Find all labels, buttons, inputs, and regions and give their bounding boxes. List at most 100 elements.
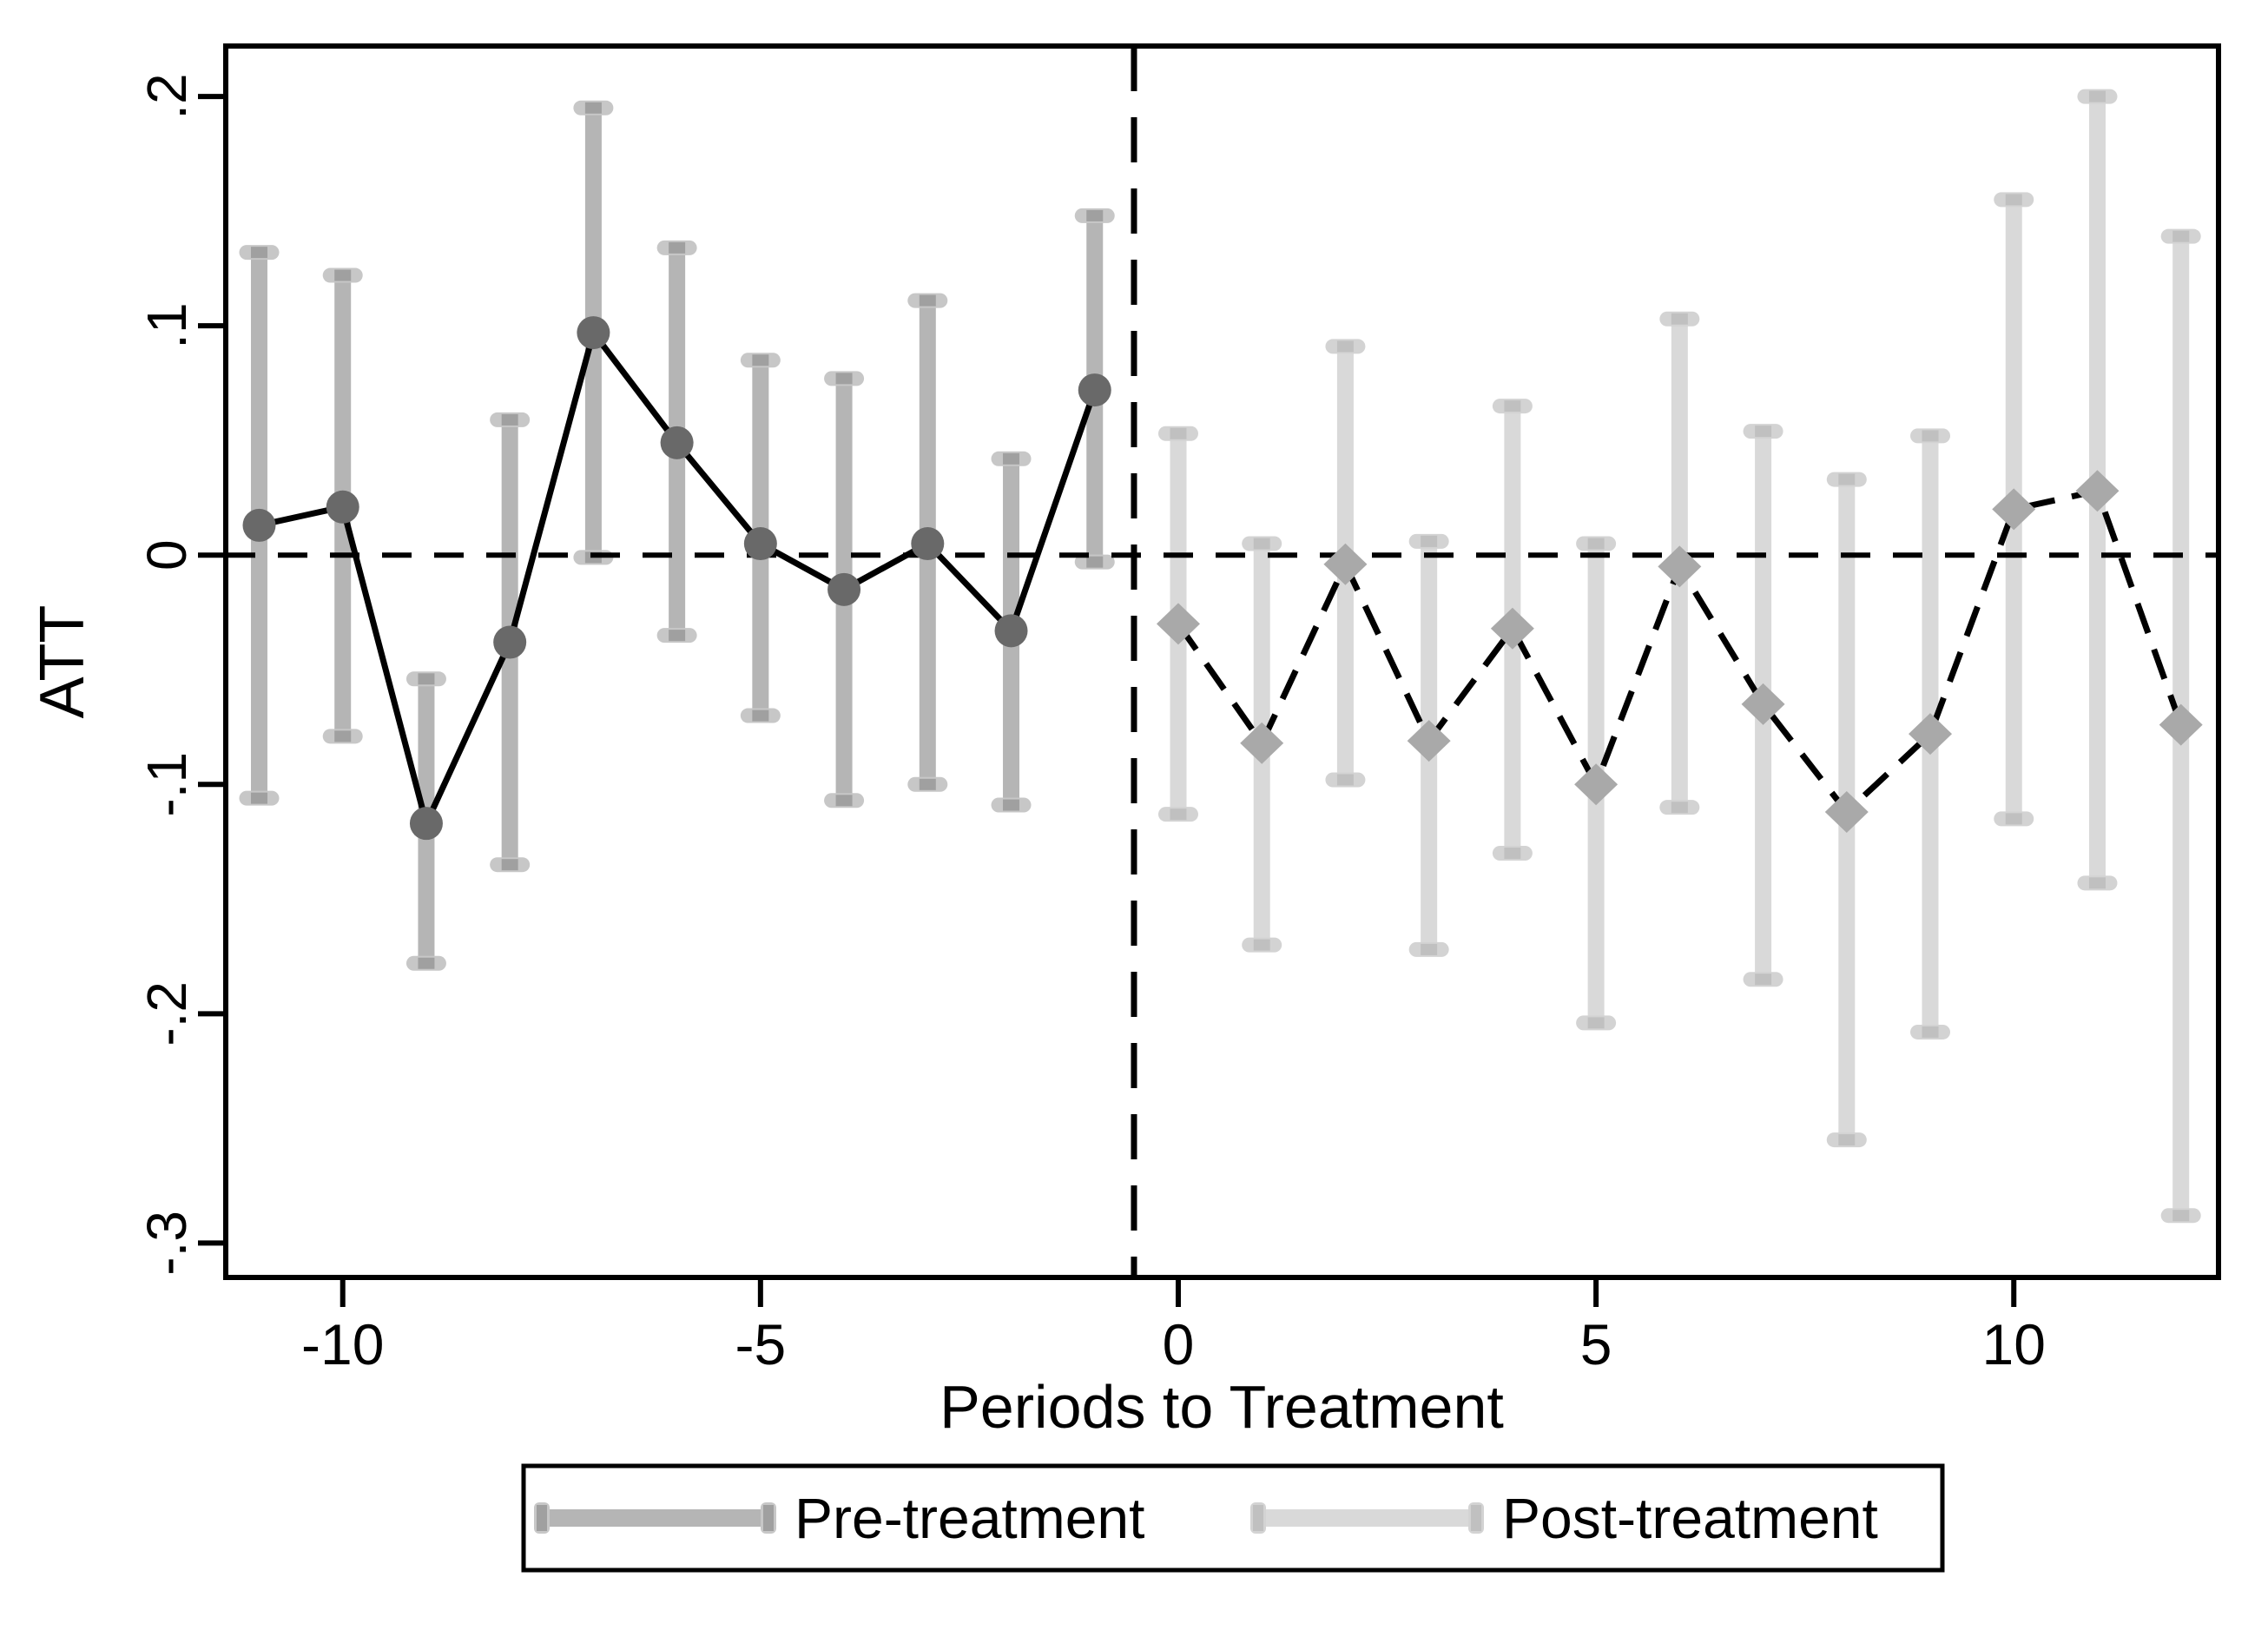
y-tick-label: -.3	[135, 1211, 198, 1276]
pre-treatment-marker	[409, 807, 443, 841]
legend-glyph-cap-core	[1253, 1505, 1263, 1531]
legend-glyph-bar	[1258, 1509, 1476, 1527]
pre-treatment-marker	[493, 625, 527, 659]
ci-cap-core	[1504, 847, 1521, 859]
ci-cap-core	[1003, 799, 1020, 811]
ci-cap-core	[1587, 538, 1605, 550]
pre-treatment-marker	[660, 426, 694, 459]
legend-glyph-cap-core	[1471, 1505, 1481, 1531]
x-tick-label: 10	[1982, 1312, 2046, 1376]
ci-cap-core	[1253, 939, 1270, 951]
pre-treatment-marker	[1078, 373, 1111, 407]
ci-cap-core	[334, 269, 352, 281]
y-tick-label: .1	[135, 302, 198, 348]
ci-cap-core	[418, 957, 435, 969]
ci-cap-core	[501, 859, 518, 871]
ci-cap-core	[1755, 974, 1772, 986]
pre-treatment-marker	[326, 490, 359, 524]
pre-treatment-marker	[827, 572, 861, 606]
post-treatment-marker	[1574, 763, 1619, 806]
pre-treatment-marker	[242, 508, 276, 542]
ci-cap-core	[1587, 1017, 1605, 1029]
ci-cap-core	[501, 413, 518, 426]
ci-cap-core	[1922, 1026, 1939, 1038]
ci-cap-core	[2088, 90, 2106, 102]
ci-cap-core	[334, 730, 352, 742]
ci-cap-core	[418, 673, 435, 685]
ci-cap-core	[835, 373, 853, 385]
ci-cap-core	[1086, 209, 1104, 221]
plot-frame	[223, 43, 2221, 1280]
ci-cap-core	[2172, 1210, 2190, 1222]
x-tick-label: 0	[1163, 1312, 1195, 1376]
pre-treatment-marker	[911, 527, 945, 561]
ci-cap-core	[1086, 556, 1104, 568]
legend-label-post: Post-treatment	[1502, 1486, 1878, 1550]
ci-cap-core	[1336, 774, 1354, 786]
x-axis-title: Periods to Treatment	[940, 1373, 1504, 1441]
ci-cap-core	[1922, 430, 1939, 442]
ci-cap-core	[835, 795, 853, 807]
ci-cap-core	[669, 630, 686, 642]
post-treatment-marker	[1490, 607, 1534, 650]
ci-cap-core	[1421, 943, 1438, 955]
post-treatment-marker	[1407, 720, 1451, 762]
ci-cap-core	[1755, 426, 1772, 438]
y-tick-label: -.1	[135, 752, 198, 817]
post-treatment-marker	[1992, 488, 2036, 531]
post-treatment-marker	[1741, 683, 1785, 725]
ci-cap-core	[2005, 813, 2022, 825]
y-axis-title: ATT	[28, 605, 97, 719]
ci-bars-layer	[239, 89, 2201, 1224]
pre-treatment-marker	[577, 316, 610, 350]
ci-cap-core	[584, 102, 602, 114]
post-treatment-marker	[1156, 603, 1200, 645]
series-lines-layer	[258, 326, 2184, 833]
x-tick-label: -5	[735, 1312, 787, 1376]
ci-cap-core	[752, 710, 769, 722]
ci-cap-core	[1504, 400, 1521, 412]
ci-cap-core	[919, 778, 936, 790]
ci-cap-core	[669, 241, 686, 254]
ci-cap-core	[1003, 452, 1020, 465]
ci-cap-core	[1336, 340, 1354, 353]
ci-cap-core	[2088, 877, 2106, 889]
ci-cap-core	[1253, 538, 1270, 550]
post-treatment-marker	[1909, 713, 1953, 756]
legend: Pre-treatment Post-treatment	[521, 1463, 1945, 1573]
legend-glyph-cap-core	[763, 1505, 774, 1531]
ci-cap-core	[250, 792, 267, 804]
legend-label-pre: Pre-treatment	[794, 1486, 1144, 1550]
series-markers-layer	[242, 316, 2203, 841]
axes-layer: .2 .1 0 -.1 -.2 -.3 -10 -5 0 5 10	[135, 43, 2221, 1376]
ci-cap-core	[2005, 194, 2022, 206]
ci-cap-core	[1170, 808, 1187, 821]
post-treatment-marker	[1824, 790, 1869, 833]
legend-glyph-cap-core	[537, 1505, 547, 1531]
post-treatment-marker	[1323, 543, 1368, 585]
post-treatment-marker	[1240, 722, 1284, 764]
reference-lines-layer	[226, 46, 2219, 1277]
ci-cap-core	[752, 354, 769, 366]
ci-cap-core	[1421, 535, 1438, 547]
ci-cap-core	[1170, 427, 1187, 439]
ci-cap-core	[1838, 1134, 1856, 1146]
ci-cap-core	[250, 247, 267, 259]
ci-cap-core	[919, 294, 936, 307]
pre-treatment-marker	[994, 614, 1028, 648]
ci-cap-core	[2172, 230, 2190, 242]
ci-cap-core	[1671, 802, 1688, 814]
x-tick-label: -10	[301, 1312, 384, 1376]
x-tick-label: 5	[1580, 1312, 1612, 1376]
ci-cap-core	[1671, 313, 1688, 325]
y-tick-label: .2	[135, 73, 198, 119]
pre-treatment-marker	[743, 527, 777, 561]
ci-cap-core	[1838, 473, 1856, 485]
y-tick-label: 0	[135, 539, 198, 571]
post-treatment-marker	[1658, 545, 1702, 588]
y-tick-label: -.2	[135, 981, 198, 1046]
legend-glyph-bar	[542, 1509, 768, 1527]
post-treatment-marker	[2159, 703, 2203, 746]
